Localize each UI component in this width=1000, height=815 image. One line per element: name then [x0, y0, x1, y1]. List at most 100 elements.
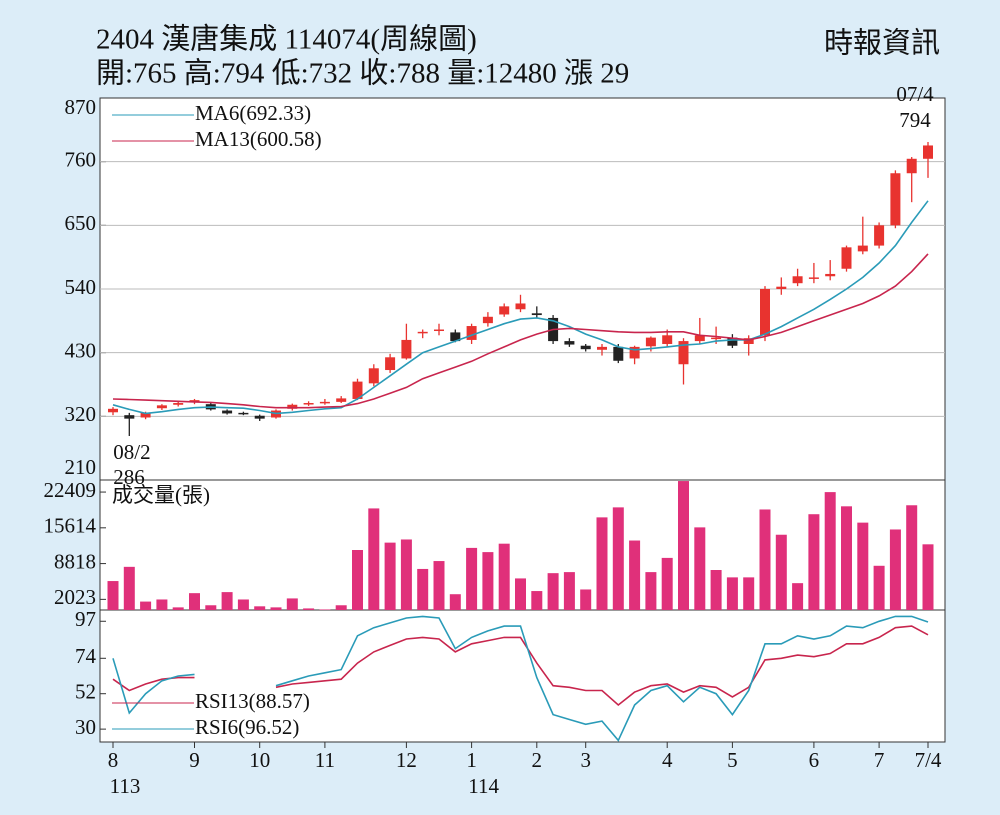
candle-body: [694, 335, 705, 342]
series-line: [112, 200, 929, 415]
bar: [270, 607, 282, 610]
candle-body: [515, 303, 526, 310]
candle-body: [173, 403, 184, 405]
panel-title: 成交量(張): [112, 483, 210, 507]
info: 開:765 高:794 低:732 收:788 量:12480 漲 29: [96, 57, 629, 90]
x-tick-label: 7/4: [915, 748, 942, 772]
candle-body: [499, 306, 510, 315]
bar: [368, 508, 380, 610]
bar: [237, 599, 249, 610]
x-tick-label: 6: [809, 748, 820, 772]
bar: [335, 605, 347, 610]
bar: [547, 573, 559, 610]
y-tick-label: 52: [75, 680, 96, 704]
y-tick-label: 2023: [54, 585, 96, 609]
bar: [792, 583, 804, 610]
candle-body: [287, 404, 298, 409]
legend-label: RSI6(96.52): [195, 715, 299, 739]
bar: [710, 570, 722, 610]
bar: [759, 509, 771, 610]
candle-body: [417, 331, 428, 334]
candle-body: [124, 415, 135, 419]
x-tick-label: 4: [662, 748, 673, 772]
bar: [400, 539, 412, 610]
y-tick-label: 210: [65, 455, 97, 479]
bar: [645, 572, 657, 610]
candle-body: [156, 405, 167, 409]
series-line: [112, 615, 929, 742]
bar: [254, 606, 266, 610]
bar: [824, 492, 836, 610]
y-tick-label: 650: [65, 211, 97, 235]
x-tick-label: 8: [108, 748, 119, 772]
candle-body: [254, 415, 265, 419]
candle-body: [140, 412, 151, 418]
candle-body: [352, 381, 363, 399]
bar: [922, 544, 934, 610]
x-tick-label: 5: [727, 748, 738, 772]
bar: [466, 547, 478, 610]
bar: [694, 527, 706, 610]
bar: [743, 577, 755, 610]
annotation: 794: [899, 108, 931, 132]
bar: [661, 557, 673, 610]
bar: [140, 601, 152, 610]
bar: [873, 565, 885, 610]
annotation: 08/2: [113, 440, 150, 464]
x-tick-label: 2: [532, 748, 543, 772]
source: 時報資訊: [824, 27, 940, 60]
candle-body: [645, 337, 656, 347]
y-tick-label: 8818: [54, 549, 96, 573]
candle-body: [385, 357, 396, 371]
candle-body: [466, 326, 477, 340]
series-line: [112, 253, 929, 409]
x-tick-label: 11: [315, 748, 335, 772]
y-tick-label: 74: [75, 644, 97, 668]
bar: [857, 522, 869, 610]
bar: [775, 534, 787, 610]
candle-body: [222, 410, 233, 414]
bar: [678, 481, 689, 610]
bar: [384, 542, 396, 610]
annotation: 07/4: [896, 82, 934, 106]
bar: [629, 540, 641, 610]
candle-body: [857, 245, 868, 252]
y-tick-label: 97: [75, 607, 96, 631]
bar: [156, 599, 168, 610]
candle-body: [434, 329, 444, 332]
bar: [889, 529, 901, 610]
title: 2404 漢唐集成 114074(周線圖): [96, 23, 477, 56]
bar: [612, 507, 624, 610]
candle-body: [336, 398, 347, 402]
candle-body: [368, 368, 379, 384]
y-tick-label: 430: [65, 338, 97, 362]
y-tick-label: 15614: [44, 514, 97, 538]
candle-body: [238, 412, 249, 415]
candle-body: [906, 158, 917, 174]
bar: [303, 608, 315, 610]
x-tick-label: 3: [580, 748, 591, 772]
bar: [596, 517, 608, 610]
candle-body: [303, 403, 314, 405]
candle-body: [450, 332, 461, 342]
bar: [107, 581, 119, 610]
candle-body: [580, 345, 591, 350]
bar: [189, 593, 200, 610]
bar: [319, 609, 331, 610]
candle-body: [874, 225, 885, 246]
y-tick-label: 320: [65, 402, 97, 426]
bar: [808, 514, 820, 610]
bar: [433, 561, 445, 610]
bar: [286, 598, 298, 610]
bar: [563, 572, 575, 610]
bar: [449, 594, 461, 610]
candle-body: [841, 247, 852, 269]
annotation: 286: [113, 465, 145, 489]
candle-body: [711, 337, 722, 340]
candle-body: [401, 339, 412, 359]
bar: [515, 578, 526, 610]
y-tick-label: 760: [65, 147, 97, 171]
bar: [205, 605, 217, 610]
candle-body: [319, 401, 330, 404]
candle-body: [760, 289, 770, 336]
